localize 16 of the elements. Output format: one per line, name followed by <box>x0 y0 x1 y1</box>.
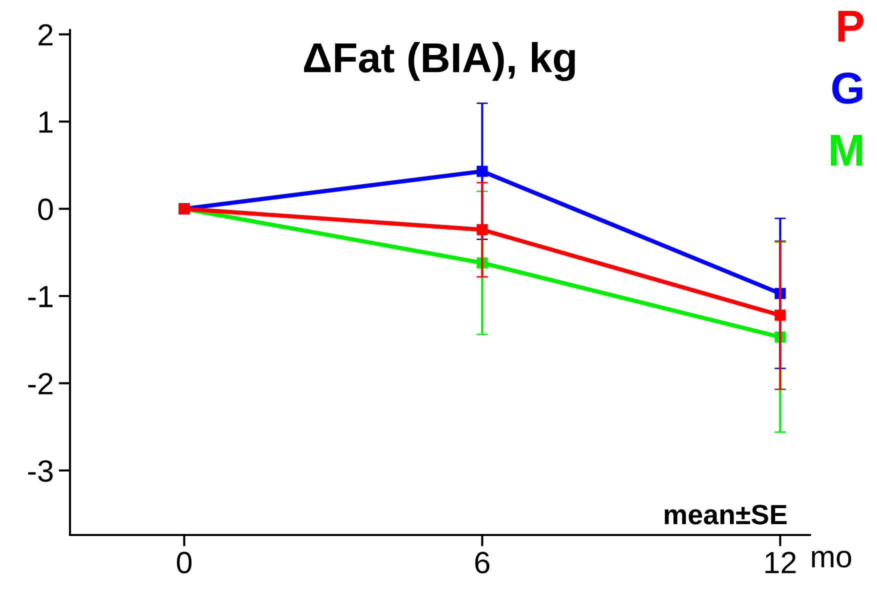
point <box>774 310 786 321</box>
x-axis-title: mo <box>812 550 852 568</box>
y-tick-label: -2 <box>28 372 52 394</box>
y-tick-label: 1 <box>39 112 53 133</box>
text: P <box>838 10 864 42</box>
y-tick-label: 2 <box>38 24 52 46</box>
text: G <box>832 72 862 104</box>
x-tick-label: 12 <box>766 552 796 574</box>
y-tick-label: -1 <box>28 286 53 308</box>
y-tick-label: -3 <box>28 460 53 482</box>
y-tick-label: 0 <box>38 198 53 220</box>
x-tick-label: 6 <box>475 552 490 574</box>
annotation: mean±SE <box>664 504 787 524</box>
x-tick-label: 0 <box>176 552 192 574</box>
text: M <box>830 134 862 166</box>
chart-title: ΔFat (BIA), kg <box>304 42 575 81</box>
